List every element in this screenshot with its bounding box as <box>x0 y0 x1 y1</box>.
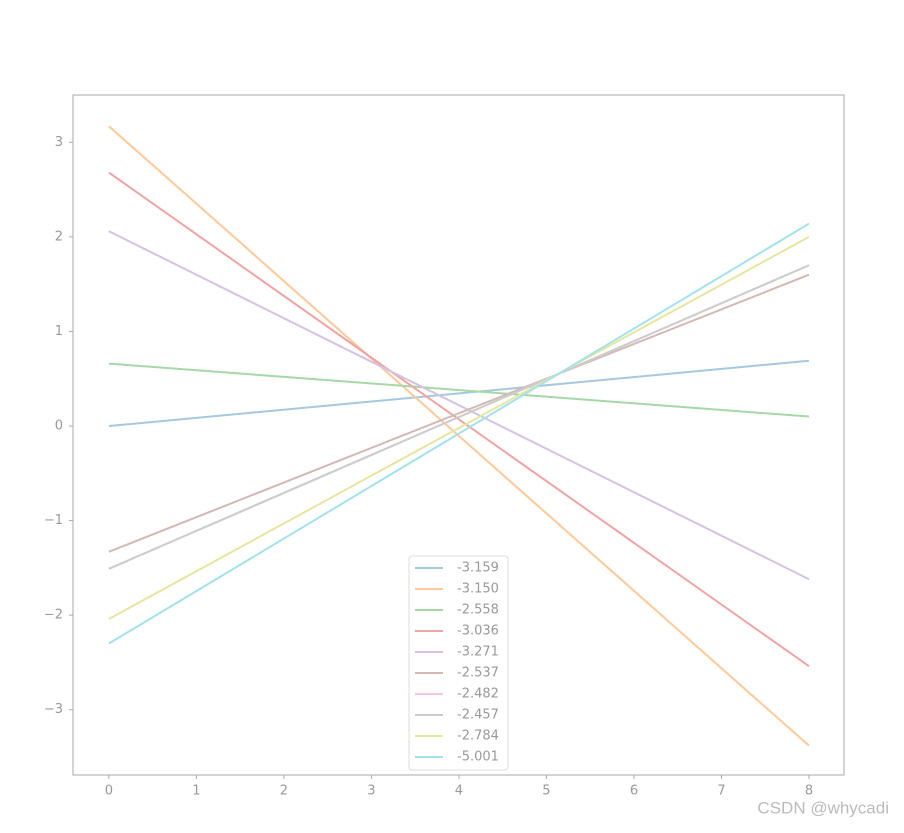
series-line <box>108 264 810 570</box>
x-tick-label: 7 <box>717 784 725 799</box>
x-tick-label: 5 <box>542 784 550 799</box>
series-line <box>108 230 810 581</box>
legend-label: -5.001 <box>457 750 499 765</box>
x-tick-label: 2 <box>280 784 288 799</box>
series-line <box>108 235 810 620</box>
y-tick-label: −2 <box>44 608 63 623</box>
y-tick-label: 3 <box>55 135 63 150</box>
legend-label: -2.558 <box>457 603 499 618</box>
x-tick-label: 6 <box>630 784 638 799</box>
series-line <box>108 222 810 645</box>
x-tick-label: 8 <box>805 784 813 799</box>
watermark: CSDN @whycadi <box>757 798 889 817</box>
y-tick-label: 1 <box>55 324 63 339</box>
y-tick-label: −3 <box>44 702 63 717</box>
y-tick-label: 2 <box>55 229 63 244</box>
x-tick-label: 4 <box>455 784 463 799</box>
legend-label: -2.784 <box>457 729 499 744</box>
x-tick-label: 0 <box>105 784 113 799</box>
y-tick-label: −1 <box>44 513 63 528</box>
x-tick-label: 1 <box>192 784 200 799</box>
x-tick-label: 3 <box>367 784 375 799</box>
legend-label: -2.537 <box>457 666 499 681</box>
series-line <box>108 362 810 418</box>
series-line <box>108 359 810 428</box>
series-line <box>108 171 810 668</box>
y-tick-label: 0 <box>55 419 63 434</box>
series-line <box>108 125 810 747</box>
series-line <box>108 273 810 553</box>
legend-label: -3.150 <box>457 582 499 597</box>
legend-label: -2.482 <box>457 687 499 702</box>
legend-label: -3.271 <box>457 645 499 660</box>
legend-label: -3.036 <box>457 624 499 639</box>
legend-label: -2.457 <box>457 708 499 723</box>
legend-label: -3.159 <box>457 561 499 576</box>
